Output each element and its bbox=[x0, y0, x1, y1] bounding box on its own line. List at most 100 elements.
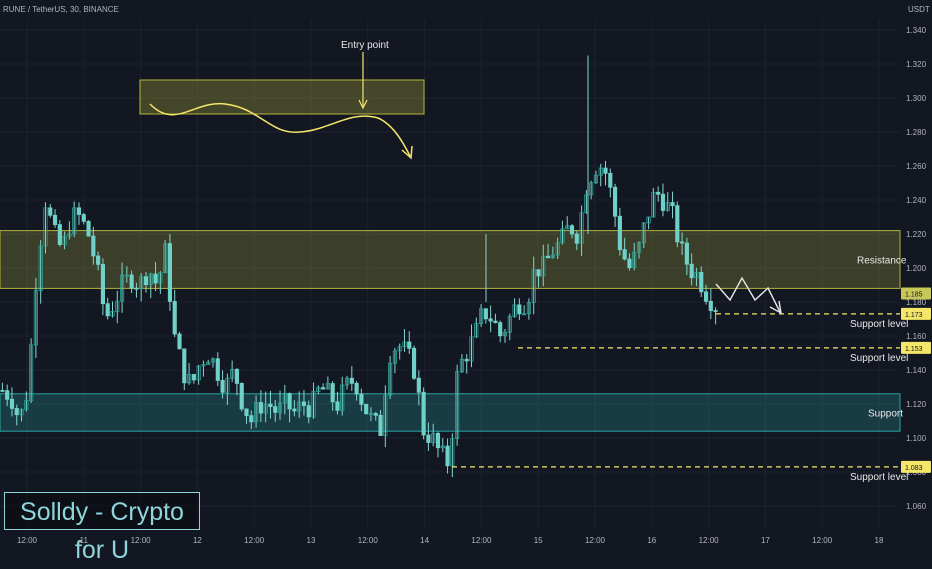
candle-body bbox=[110, 311, 115, 317]
x-tick-label: 18 bbox=[875, 536, 884, 545]
candle-body bbox=[268, 403, 273, 408]
candle-body bbox=[196, 365, 201, 381]
candle-body bbox=[368, 413, 374, 415]
candle-body bbox=[9, 398, 15, 409]
x-tick-label: 11 bbox=[80, 536, 89, 545]
level-layer: Support level Support level Support level bbox=[452, 313, 908, 483]
candle-body bbox=[378, 414, 383, 436]
candle-body bbox=[48, 207, 53, 216]
support-level-label: Support level bbox=[850, 472, 908, 483]
candle-body bbox=[139, 276, 144, 289]
candle-body bbox=[545, 255, 551, 259]
candle-body bbox=[651, 191, 656, 218]
support-level-label: Support level bbox=[850, 319, 908, 330]
candle-body bbox=[464, 358, 469, 362]
price-tag-label: 1.153 bbox=[905, 346, 923, 353]
candle-body bbox=[316, 387, 321, 392]
candle-body bbox=[589, 182, 594, 196]
candle-body bbox=[134, 287, 139, 290]
resistance-zone bbox=[0, 230, 901, 289]
candle-body bbox=[177, 333, 182, 350]
candle-body bbox=[627, 258, 632, 269]
candle-body bbox=[684, 242, 689, 265]
candle-body bbox=[689, 263, 694, 279]
candle-body bbox=[158, 272, 163, 284]
x-tick-label: 17 bbox=[761, 536, 770, 545]
entry-zone-box bbox=[139, 79, 425, 115]
candle-body bbox=[215, 358, 220, 381]
resistance-label: Resistance bbox=[857, 256, 907, 267]
candle-body bbox=[469, 336, 474, 362]
price-tag bbox=[901, 287, 931, 300]
candle-body bbox=[321, 387, 326, 390]
x-tick-label: 15 bbox=[534, 536, 543, 545]
candle-body bbox=[507, 316, 512, 333]
candle-body bbox=[249, 415, 254, 423]
x-tick-label: 12:00 bbox=[699, 536, 720, 545]
candle-layer bbox=[0, 55, 718, 477]
y-tick-label: 1.200 bbox=[906, 264, 927, 273]
candle-body bbox=[230, 368, 235, 379]
x-tick-label: 12:00 bbox=[585, 536, 606, 545]
y-tick-label: 1.160 bbox=[906, 332, 927, 341]
support-zone-label: Support bbox=[868, 409, 903, 420]
candle-body bbox=[234, 368, 240, 384]
candle-body bbox=[708, 300, 713, 311]
candle-body bbox=[5, 390, 10, 400]
candle-body bbox=[282, 393, 287, 404]
y-tick-label: 1.060 bbox=[906, 502, 927, 511]
candle-body bbox=[493, 320, 498, 324]
axis-layer: 1.340 1.320 1.300 1.280 1.260 1.240 1.220 1.200… bbox=[17, 26, 931, 545]
x-tick-label: 13 bbox=[307, 536, 316, 545]
candle-body bbox=[388, 362, 393, 396]
candle-body bbox=[325, 383, 330, 390]
candle-body bbox=[579, 212, 584, 244]
candle-body bbox=[411, 347, 417, 379]
candle-body bbox=[440, 445, 445, 449]
price-tag bbox=[901, 460, 931, 473]
x-tick-label: 16 bbox=[647, 536, 656, 545]
candle-body bbox=[713, 310, 718, 312]
candle-body bbox=[531, 269, 536, 303]
candle-body bbox=[292, 408, 297, 412]
candle-body bbox=[62, 235, 67, 245]
candle-body bbox=[191, 374, 196, 381]
candle-body bbox=[24, 400, 29, 410]
brand-watermark: Solldy - Crypto for U bbox=[4, 492, 200, 564]
candle-body bbox=[287, 393, 292, 410]
entry-pointer-arrowhead bbox=[358, 99, 368, 110]
candle-body bbox=[76, 207, 82, 215]
candle-body bbox=[81, 214, 86, 222]
candle-body bbox=[206, 361, 211, 365]
candle-body bbox=[201, 364, 206, 367]
candle-body bbox=[52, 214, 58, 226]
candle-body bbox=[699, 272, 704, 293]
candle-body bbox=[613, 186, 618, 217]
candle-body bbox=[675, 205, 680, 243]
candle-body bbox=[455, 371, 460, 439]
candle-body bbox=[694, 272, 699, 279]
candle-body bbox=[536, 269, 541, 277]
currency-label: USDT bbox=[908, 5, 930, 14]
candle-body bbox=[703, 291, 709, 302]
candle-body bbox=[330, 383, 335, 403]
y-tick-label: 1.100 bbox=[906, 434, 927, 443]
candle-body bbox=[450, 438, 455, 467]
candle-body bbox=[220, 380, 225, 393]
x-tick-label: 12:00 bbox=[358, 536, 379, 545]
candle-body bbox=[57, 224, 62, 245]
candle-body bbox=[617, 215, 622, 251]
support-level-label: Support level bbox=[850, 353, 908, 364]
candle-body bbox=[565, 225, 570, 230]
candle-body bbox=[622, 249, 627, 260]
candle-body bbox=[660, 193, 666, 211]
candle-body bbox=[153, 273, 158, 284]
candle-body bbox=[359, 393, 364, 405]
candle-body bbox=[426, 434, 431, 443]
candle-body bbox=[421, 391, 426, 436]
candle-body bbox=[636, 242, 642, 253]
y-tick-label: 1.220 bbox=[906, 230, 927, 239]
candle-body bbox=[474, 323, 479, 338]
candle-body bbox=[641, 222, 646, 244]
